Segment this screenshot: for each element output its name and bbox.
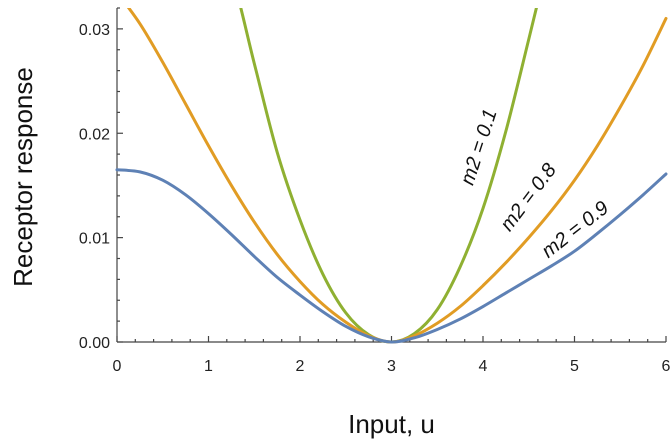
x-tick-label: 2 [296,358,305,375]
series-line-m2-0-1 [239,8,538,344]
curve-label: m2 = 0.8 [496,160,561,236]
y-tick-label: 0.00 [79,335,110,352]
x-tick-label: 6 [662,358,670,375]
x-tick-label: 4 [479,358,488,375]
series-line-m2-0-8 [126,8,668,344]
y-axis-title: Receptor response [8,67,38,287]
x-tick-label: 5 [570,358,579,375]
x-tick-label: 0 [113,358,122,375]
y-tick-label: 0.02 [79,126,110,143]
curve-label: m2 = 0.1 [457,106,502,187]
series-line-m2-0-9 [115,168,668,344]
x-axis-title: Input, u [348,409,435,439]
y-tick-label: 0.01 [79,231,110,248]
x-tick-label: 3 [387,358,396,375]
series-layer [115,8,668,344]
y-tick-label: 0.03 [79,22,110,39]
axes: 0 1 2 3 4 5 6 0.00 0.01 0.02 0.03 [79,7,670,375]
x-tick-label: 1 [204,358,213,375]
